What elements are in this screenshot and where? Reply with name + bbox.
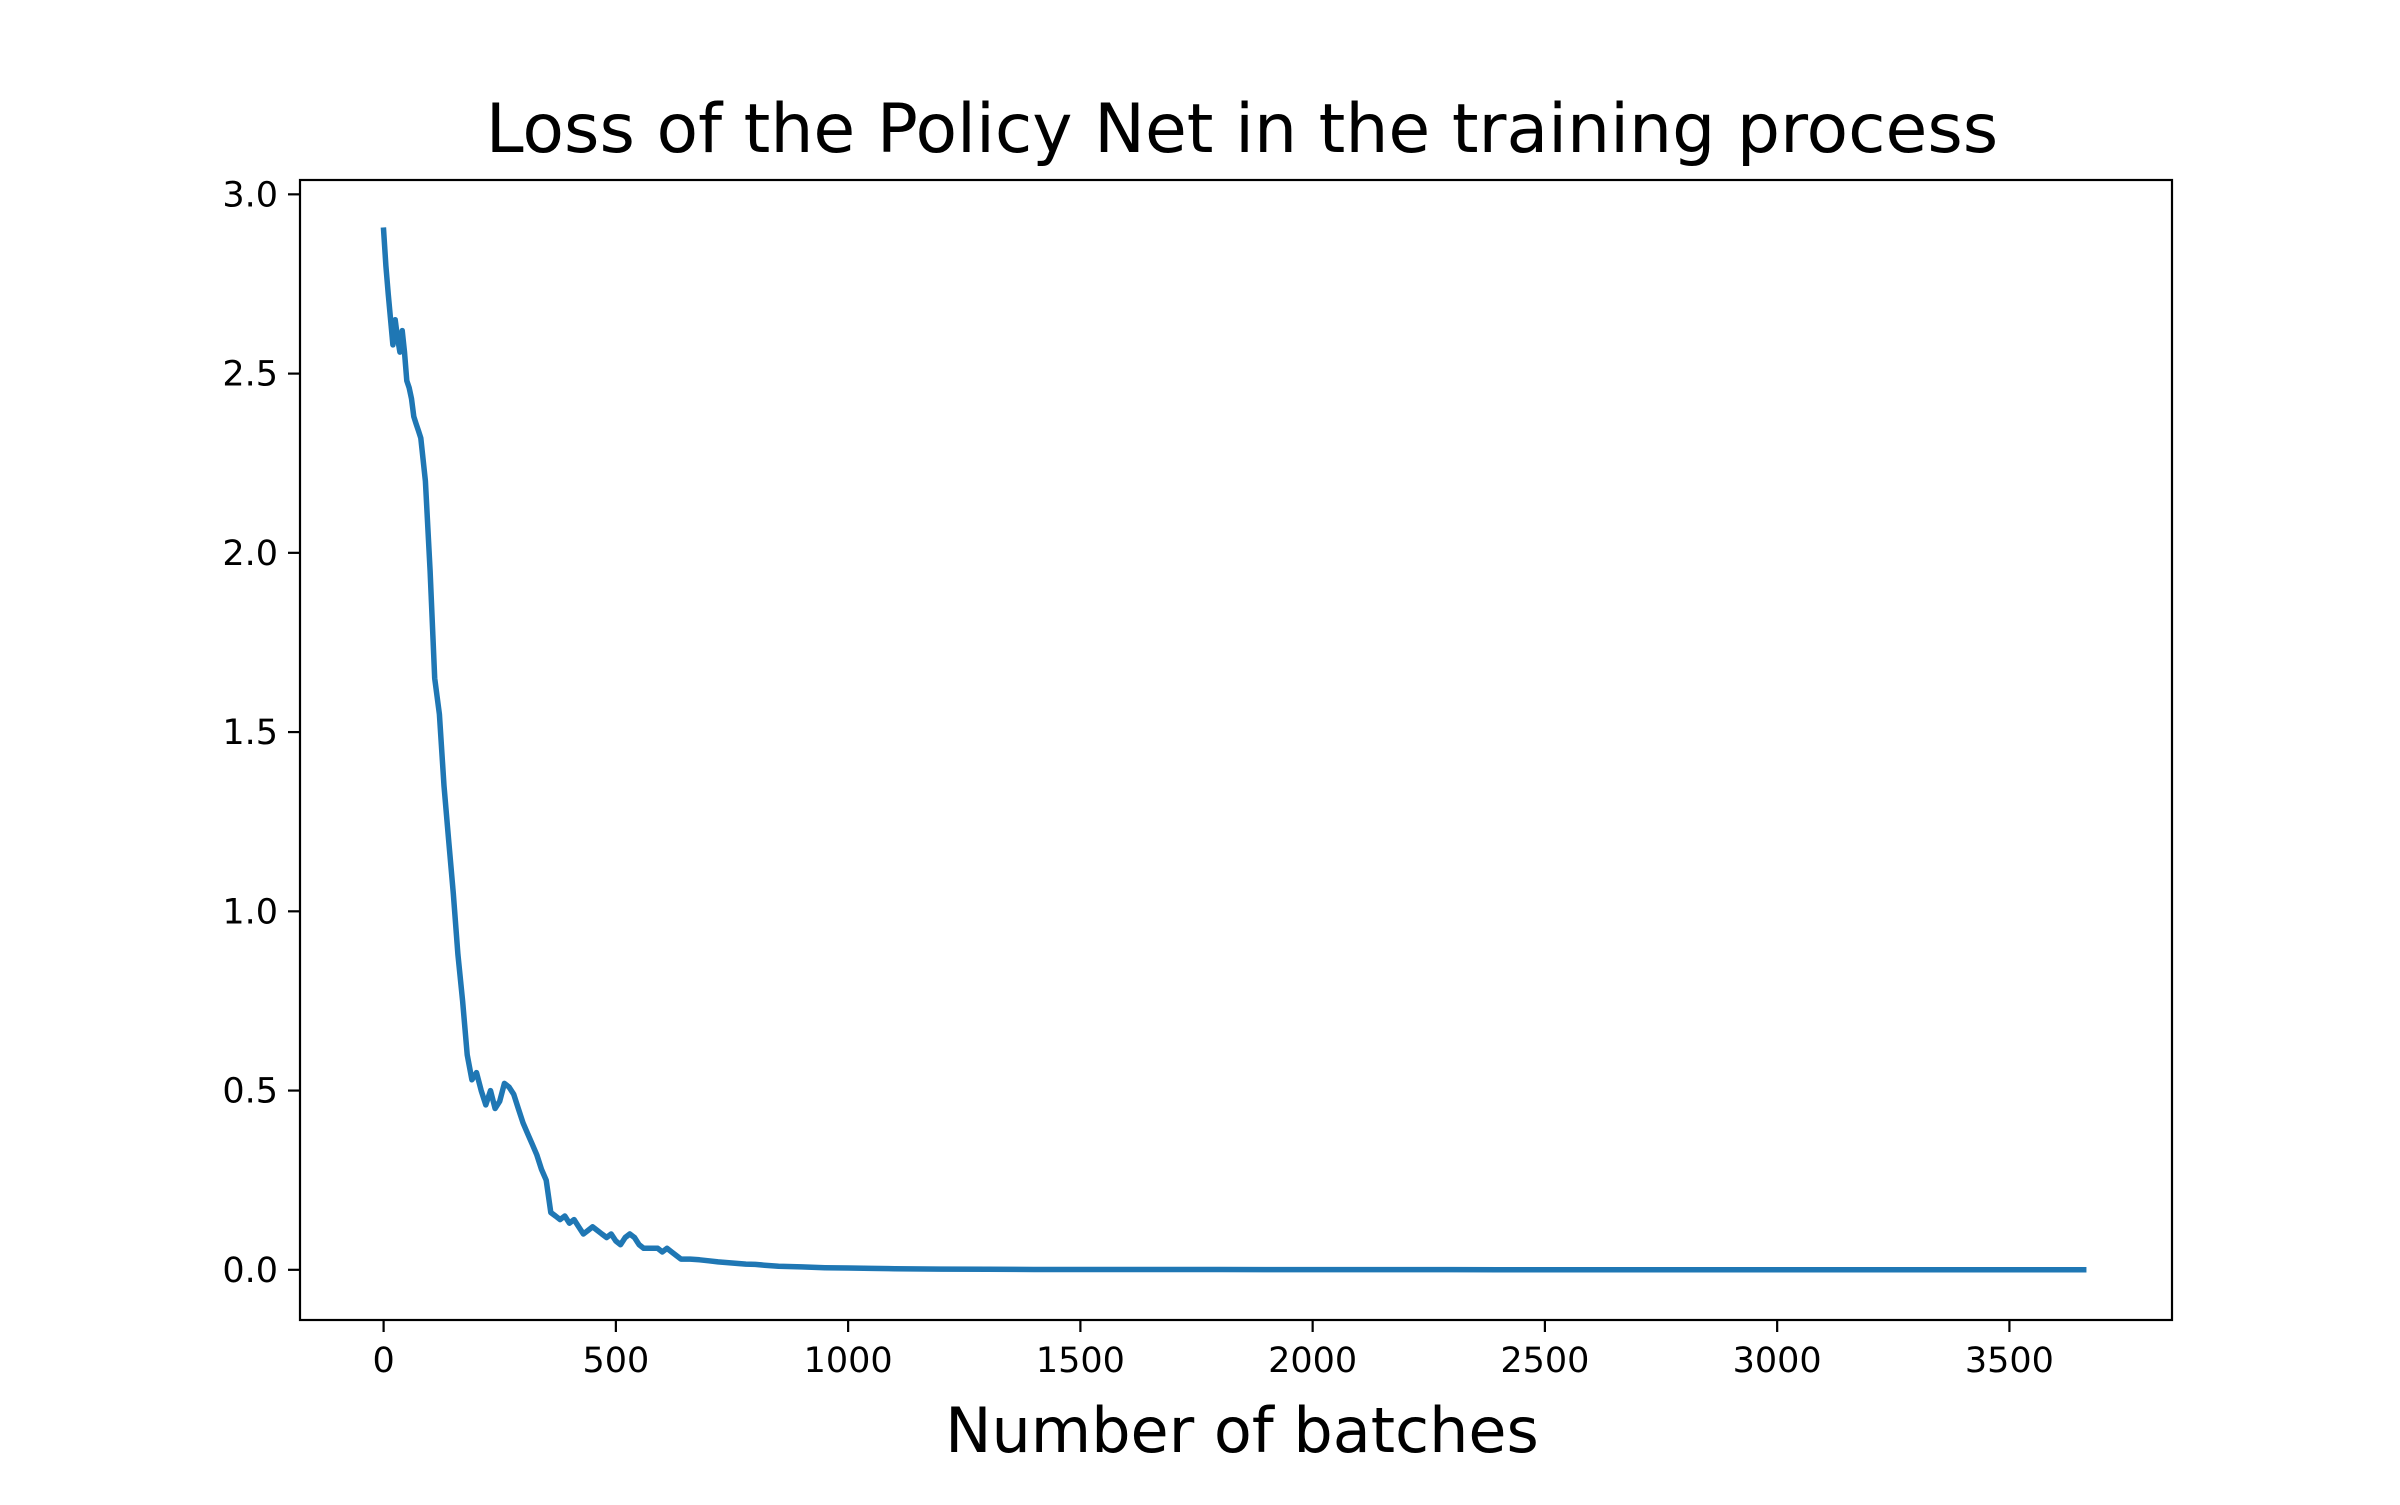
y-tick-label: 1.0 bbox=[222, 892, 278, 932]
x-axis-label: Number of batches bbox=[945, 1394, 1539, 1467]
x-tick-label: 3500 bbox=[1965, 1341, 2054, 1381]
x-tick-label: 2000 bbox=[1268, 1341, 1357, 1381]
x-axis: 0 500 1000 1500 2000 2500 3000 3500 bbox=[372, 1320, 2054, 1381]
y-tick-label: 0.0 bbox=[222, 1251, 278, 1291]
y-tick-label: 1.5 bbox=[222, 713, 278, 753]
chart-title: Loss of the Policy Net in the training p… bbox=[486, 90, 1999, 169]
x-tick-label: 1000 bbox=[804, 1341, 893, 1381]
x-tick-label: 2500 bbox=[1500, 1341, 1589, 1381]
y-tick-label: 2.5 bbox=[222, 355, 278, 395]
y-tick-label: 3.0 bbox=[222, 175, 278, 215]
y-axis: 0.0 0.5 1.0 1.5 2.0 2.5 3.0 bbox=[222, 175, 300, 1291]
plot-frame bbox=[298, 178, 2174, 1322]
plot-area bbox=[298, 178, 2174, 1322]
series-line-0 bbox=[380, 227, 2087, 1273]
x-tick-label: 0 bbox=[372, 1341, 394, 1381]
x-tick-label: 500 bbox=[582, 1341, 649, 1381]
x-tick-label: 3000 bbox=[1733, 1341, 1822, 1381]
x-tick-label: 1500 bbox=[1036, 1341, 1125, 1381]
y-tick-label: 2.0 bbox=[222, 534, 278, 574]
y-tick-label: 0.5 bbox=[222, 1072, 278, 1112]
